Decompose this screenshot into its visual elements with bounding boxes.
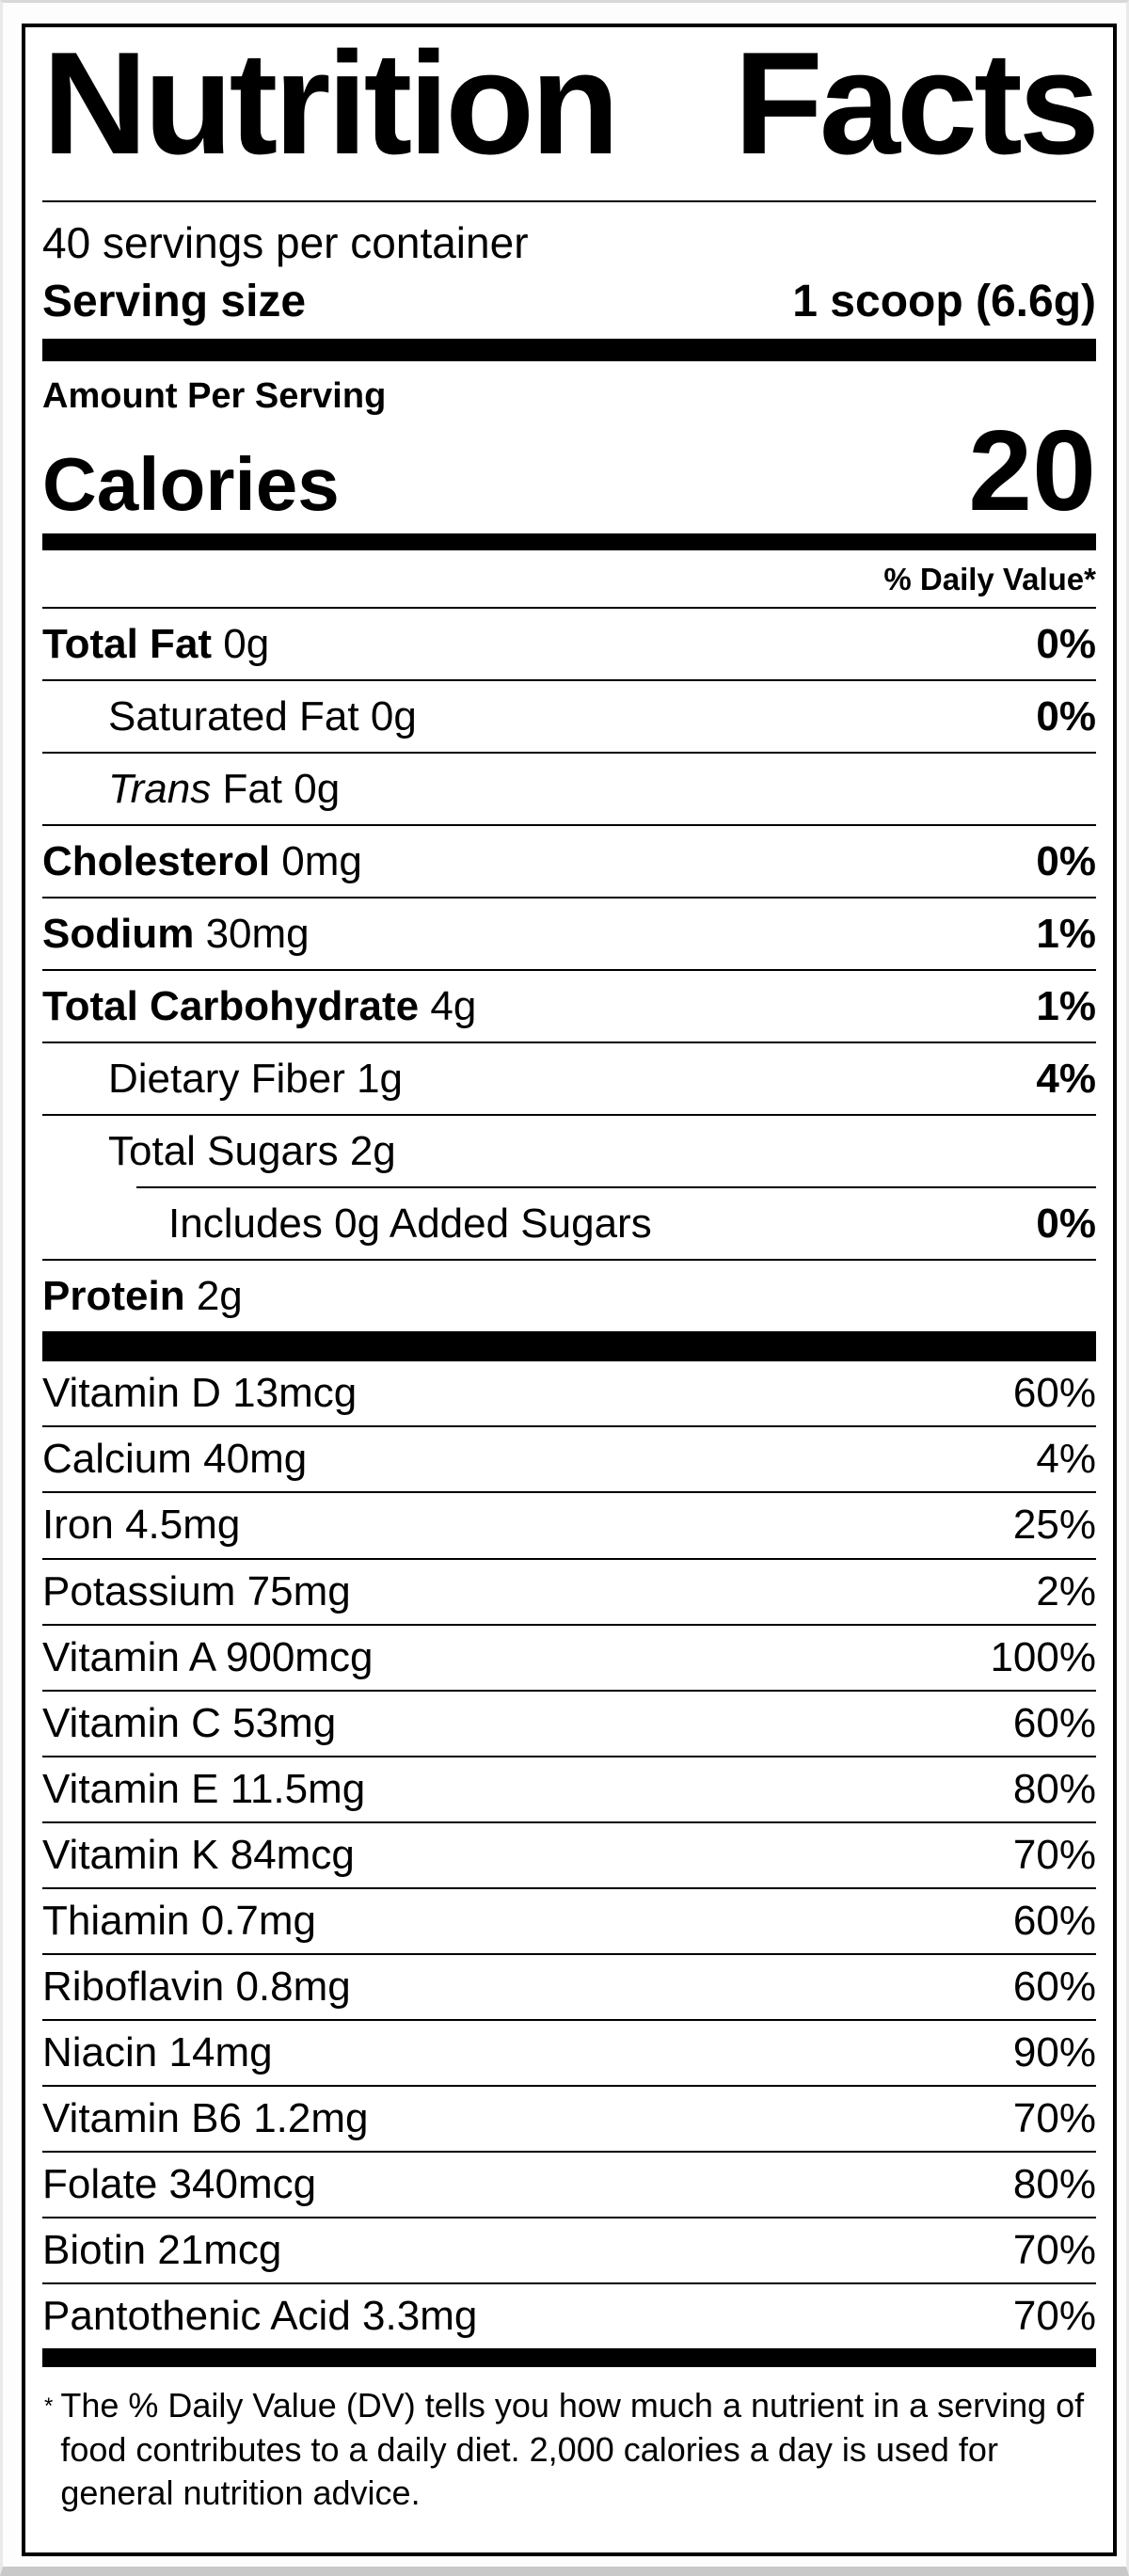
vitamin-row-pantothenic-acid: Pantothenic Acid 3.3mg 70% [42,2282,1096,2348]
serving-size-row: Serving size 1 scoop (6.6g) [42,270,1096,339]
thick-divider [42,1331,1096,1362]
vitamin-name: Vitamin A 900mcg [42,1633,374,1680]
serving-size-label: Serving size [42,277,307,327]
calories-value: 20 [968,406,1096,535]
vitamin-dv: 2% [1036,1567,1096,1614]
vitamin-row-vitamin-d: Vitamin D 13mcg 60% [42,1361,1096,1425]
vitamin-dv: 60% [1012,1370,1096,1417]
nutrient-dv: 0% [1036,1201,1096,1248]
label-title: Nutrition Facts [42,24,1100,184]
calories-label: Calories [42,442,340,527]
vitamin-name: Folate 340mcg [42,2160,317,2207]
vitamin-row-niacin: Niacin 14mg 90% [42,2018,1096,2085]
vitamin-name: Thiamin 0.7mg [42,1897,317,1944]
vitamin-dv: 70% [1012,2094,1096,2141]
nutrient-dv: 0% [1036,693,1096,740]
nutrient-name: Includes 0g Added Sugars [168,1201,652,1248]
nutrient-row-dietary-fiber: Dietary Fiber 1g 4% [42,1042,1096,1114]
vitamin-name: Vitamin E 11.5mg [42,1765,366,1812]
vitamin-dv: 70% [1012,2292,1096,2339]
vitamin-row-folate: Folate 340mcg 80% [42,2150,1096,2217]
vitamin-dv: 4% [1036,1436,1096,1483]
vitamin-dv: 60% [1012,1897,1096,1944]
nutrient-row-sodium: Sodium 30mg 1% [42,897,1096,969]
nutrient-row-protein: Protein 2g [42,1259,1096,1331]
nutrient-row-cholesterol: Cholesterol 0mg 0% [42,824,1096,897]
calories-row: Calories 20 [42,406,1096,535]
nutrient-row-trans-fat: Trans Fat 0g [42,752,1096,824]
vitamin-name: Biotin 21mcg [42,2226,282,2273]
footnote: * The % Daily Value (DV) tells you how m… [42,2367,1096,2516]
vitamin-row-vitamin-b6: Vitamin B6 1.2mg 70% [42,2084,1096,2151]
amount-per-serving-label: Amount Per Serving [42,376,387,417]
vitamin-row-thiamin: Thiamin 0.7mg 60% [42,1886,1096,1953]
vitamin-name: Niacin 14mg [42,2028,273,2075]
vitamin-name: Pantothenic Acid 3.3mg [42,2292,478,2339]
nutrient-name: Total Carbohydrate 4g [42,983,477,1030]
vitamin-name: Vitamin D 13mcg [42,1370,358,1417]
footnote-text: The % Daily Value (DV) tells you how muc… [60,2385,1085,2513]
nutrient-name: Sodium 30mg [42,911,310,958]
vitamin-row-vitamin-k: Vitamin K 84mcg 70% [42,1821,1096,1887]
title-divider [42,200,1096,203]
vitamin-dv: 90% [1012,2028,1096,2075]
vitamin-row-biotin: Biotin 21mcg 70% [42,2216,1096,2282]
vitamin-name: Vitamin C 53mg [42,1699,337,1746]
thick-divider [42,339,1096,362]
nutrient-name: Total Sugars 2g [108,1128,396,1175]
vitamin-dv: 70% [1012,1831,1096,1878]
vitamin-dv: 80% [1012,2160,1096,2207]
nutrient-dv: 1% [1036,911,1096,958]
vitamin-row-vitamin-a: Vitamin A 900mcg 100% [42,1623,1096,1690]
nutrient-row-added-sugars: Includes 0g Added Sugars 0% [136,1186,1096,1259]
vitamin-row-vitamin-c: Vitamin C 53mg 60% [42,1689,1096,1756]
thick-divider [42,2347,1096,2367]
thick-divider [42,533,1096,551]
vitamin-name: Calcium 40mg [42,1436,308,1483]
nutrient-row-total-carbohydrate: Total Carbohydrate 4g 1% [42,969,1096,1042]
vitamin-dv: 60% [1012,1963,1096,2010]
nutrient-dv: 0% [1036,621,1096,668]
serving-size-value: 1 scoop (6.6g) [792,277,1096,327]
vitamin-name: Vitamin B6 1.2mg [42,2094,369,2141]
servings-per-container: 40 servings per container [42,218,529,268]
nutrient-name: Trans Fat 0g [108,766,341,813]
nutrient-dv: 1% [1036,983,1096,1030]
nutrient-row-total-fat: Total Fat 0g 0% [42,607,1096,679]
nutrition-facts-label: Nutrition Facts 40 servings per containe… [22,24,1117,2556]
nutrient-name: Dietary Fiber 1g [108,1056,404,1103]
vitamin-dv: 100% [990,1633,1096,1680]
vitamin-row-calcium: Calcium 40mg 4% [42,1425,1096,1491]
nutrient-name: Cholesterol 0mg [42,838,362,885]
vitamin-row-potassium: Potassium 75mg 2% [42,1557,1096,1624]
vitamin-row-iron: Iron 4.5mg 25% [42,1491,1096,1557]
nutrient-name: Total Fat 0g [42,621,270,668]
vitamin-row-vitamin-e: Vitamin E 11.5mg 80% [42,1755,1096,1821]
nutrient-dv: 4% [1036,1056,1096,1103]
nutrient-name: Saturated Fat 0g [108,693,417,740]
vitamin-dv: 70% [1012,2226,1096,2273]
vitamin-dv: 60% [1012,1699,1096,1746]
vitamin-name: Riboflavin 0.8mg [42,1963,351,2010]
daily-value-header: % Daily Value* [883,562,1096,597]
nutrient-row-total-sugars: Total Sugars 2g [42,1114,1096,1186]
footnote-asterisk: * [44,2393,54,2419]
vitamin-row-riboflavin: Riboflavin 0.8mg 60% [42,1952,1096,2019]
vitamin-name: Potassium 75mg [42,1567,351,1614]
vitamin-name: Vitamin K 84mcg [42,1831,355,1878]
vitamin-dv: 80% [1012,1765,1096,1812]
nutrient-row-saturated-fat: Saturated Fat 0g 0% [42,679,1096,752]
vitamin-name: Iron 4.5mg [42,1502,241,1549]
vitamin-dv: 25% [1012,1502,1096,1549]
nutrient-name: Protein 2g [42,1273,243,1320]
nutrient-dv: 0% [1036,838,1096,885]
